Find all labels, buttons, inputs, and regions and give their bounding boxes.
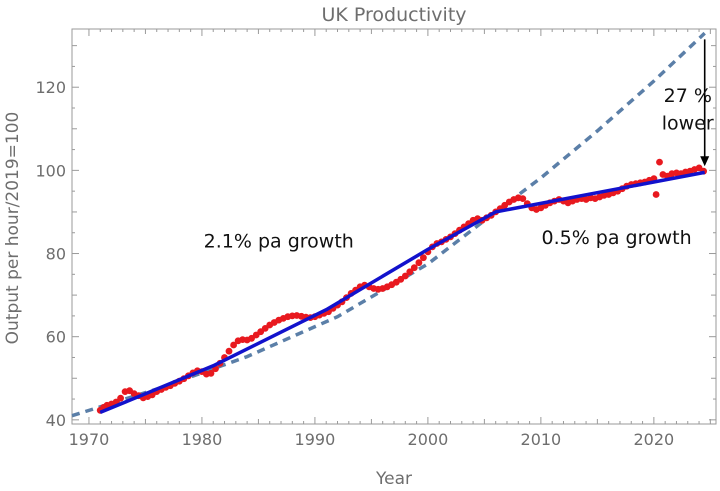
x-tick-label: 2000	[408, 430, 449, 449]
data-point	[225, 347, 233, 355]
arrow-layer	[700, 39, 710, 167]
y-axis-label: Output per hour/2019=100	[3, 112, 23, 345]
data-point	[415, 259, 423, 267]
x-axis-ticks: 1970 1980 1990 2000 2010 2020	[69, 29, 711, 449]
fitted-line-layer	[99, 170, 706, 415]
annotation-text: 27 %	[664, 85, 712, 107]
data-point	[656, 158, 663, 166]
fitted-trend-line	[99, 170, 706, 415]
data-point	[652, 191, 660, 198]
annotations-layer: 2.1% pa growth 0.5% pa growth 27 % lower	[204, 85, 714, 253]
data-point	[401, 272, 409, 280]
data-point	[420, 254, 427, 262]
annotation-text: 0.5% pa growth	[541, 227, 691, 249]
x-tick-label: 1970	[69, 430, 110, 449]
x-tick-label: 1980	[182, 430, 223, 449]
x-tick-label: 2020	[634, 430, 675, 449]
chart-title: UK Productivity	[321, 4, 466, 26]
trend-extrapolation-line	[71, 31, 706, 418]
data-point	[519, 195, 527, 203]
data-point	[406, 268, 414, 276]
data-point	[410, 264, 418, 272]
trend-extrapolation-layer	[71, 31, 706, 418]
arrow-head	[700, 156, 710, 167]
y-tick-label: 80	[46, 245, 66, 264]
annotation-text: lower	[662, 113, 714, 135]
y-tick-label: 120	[35, 78, 66, 97]
data-point	[230, 341, 238, 349]
x-tick-label: 2010	[521, 430, 562, 449]
y-tick-label: 60	[46, 328, 66, 347]
data-point	[207, 369, 215, 377]
y-tick-label: 100	[35, 161, 66, 180]
x-axis-label: Year	[375, 469, 412, 489]
x-tick-label: 1990	[295, 430, 336, 449]
y-tick-label: 40	[46, 411, 66, 430]
annotation-text: 2.1% pa growth	[204, 230, 354, 252]
data-point	[117, 394, 124, 402]
y-axis-ticks: 40 60 80 100 120	[35, 45, 716, 430]
